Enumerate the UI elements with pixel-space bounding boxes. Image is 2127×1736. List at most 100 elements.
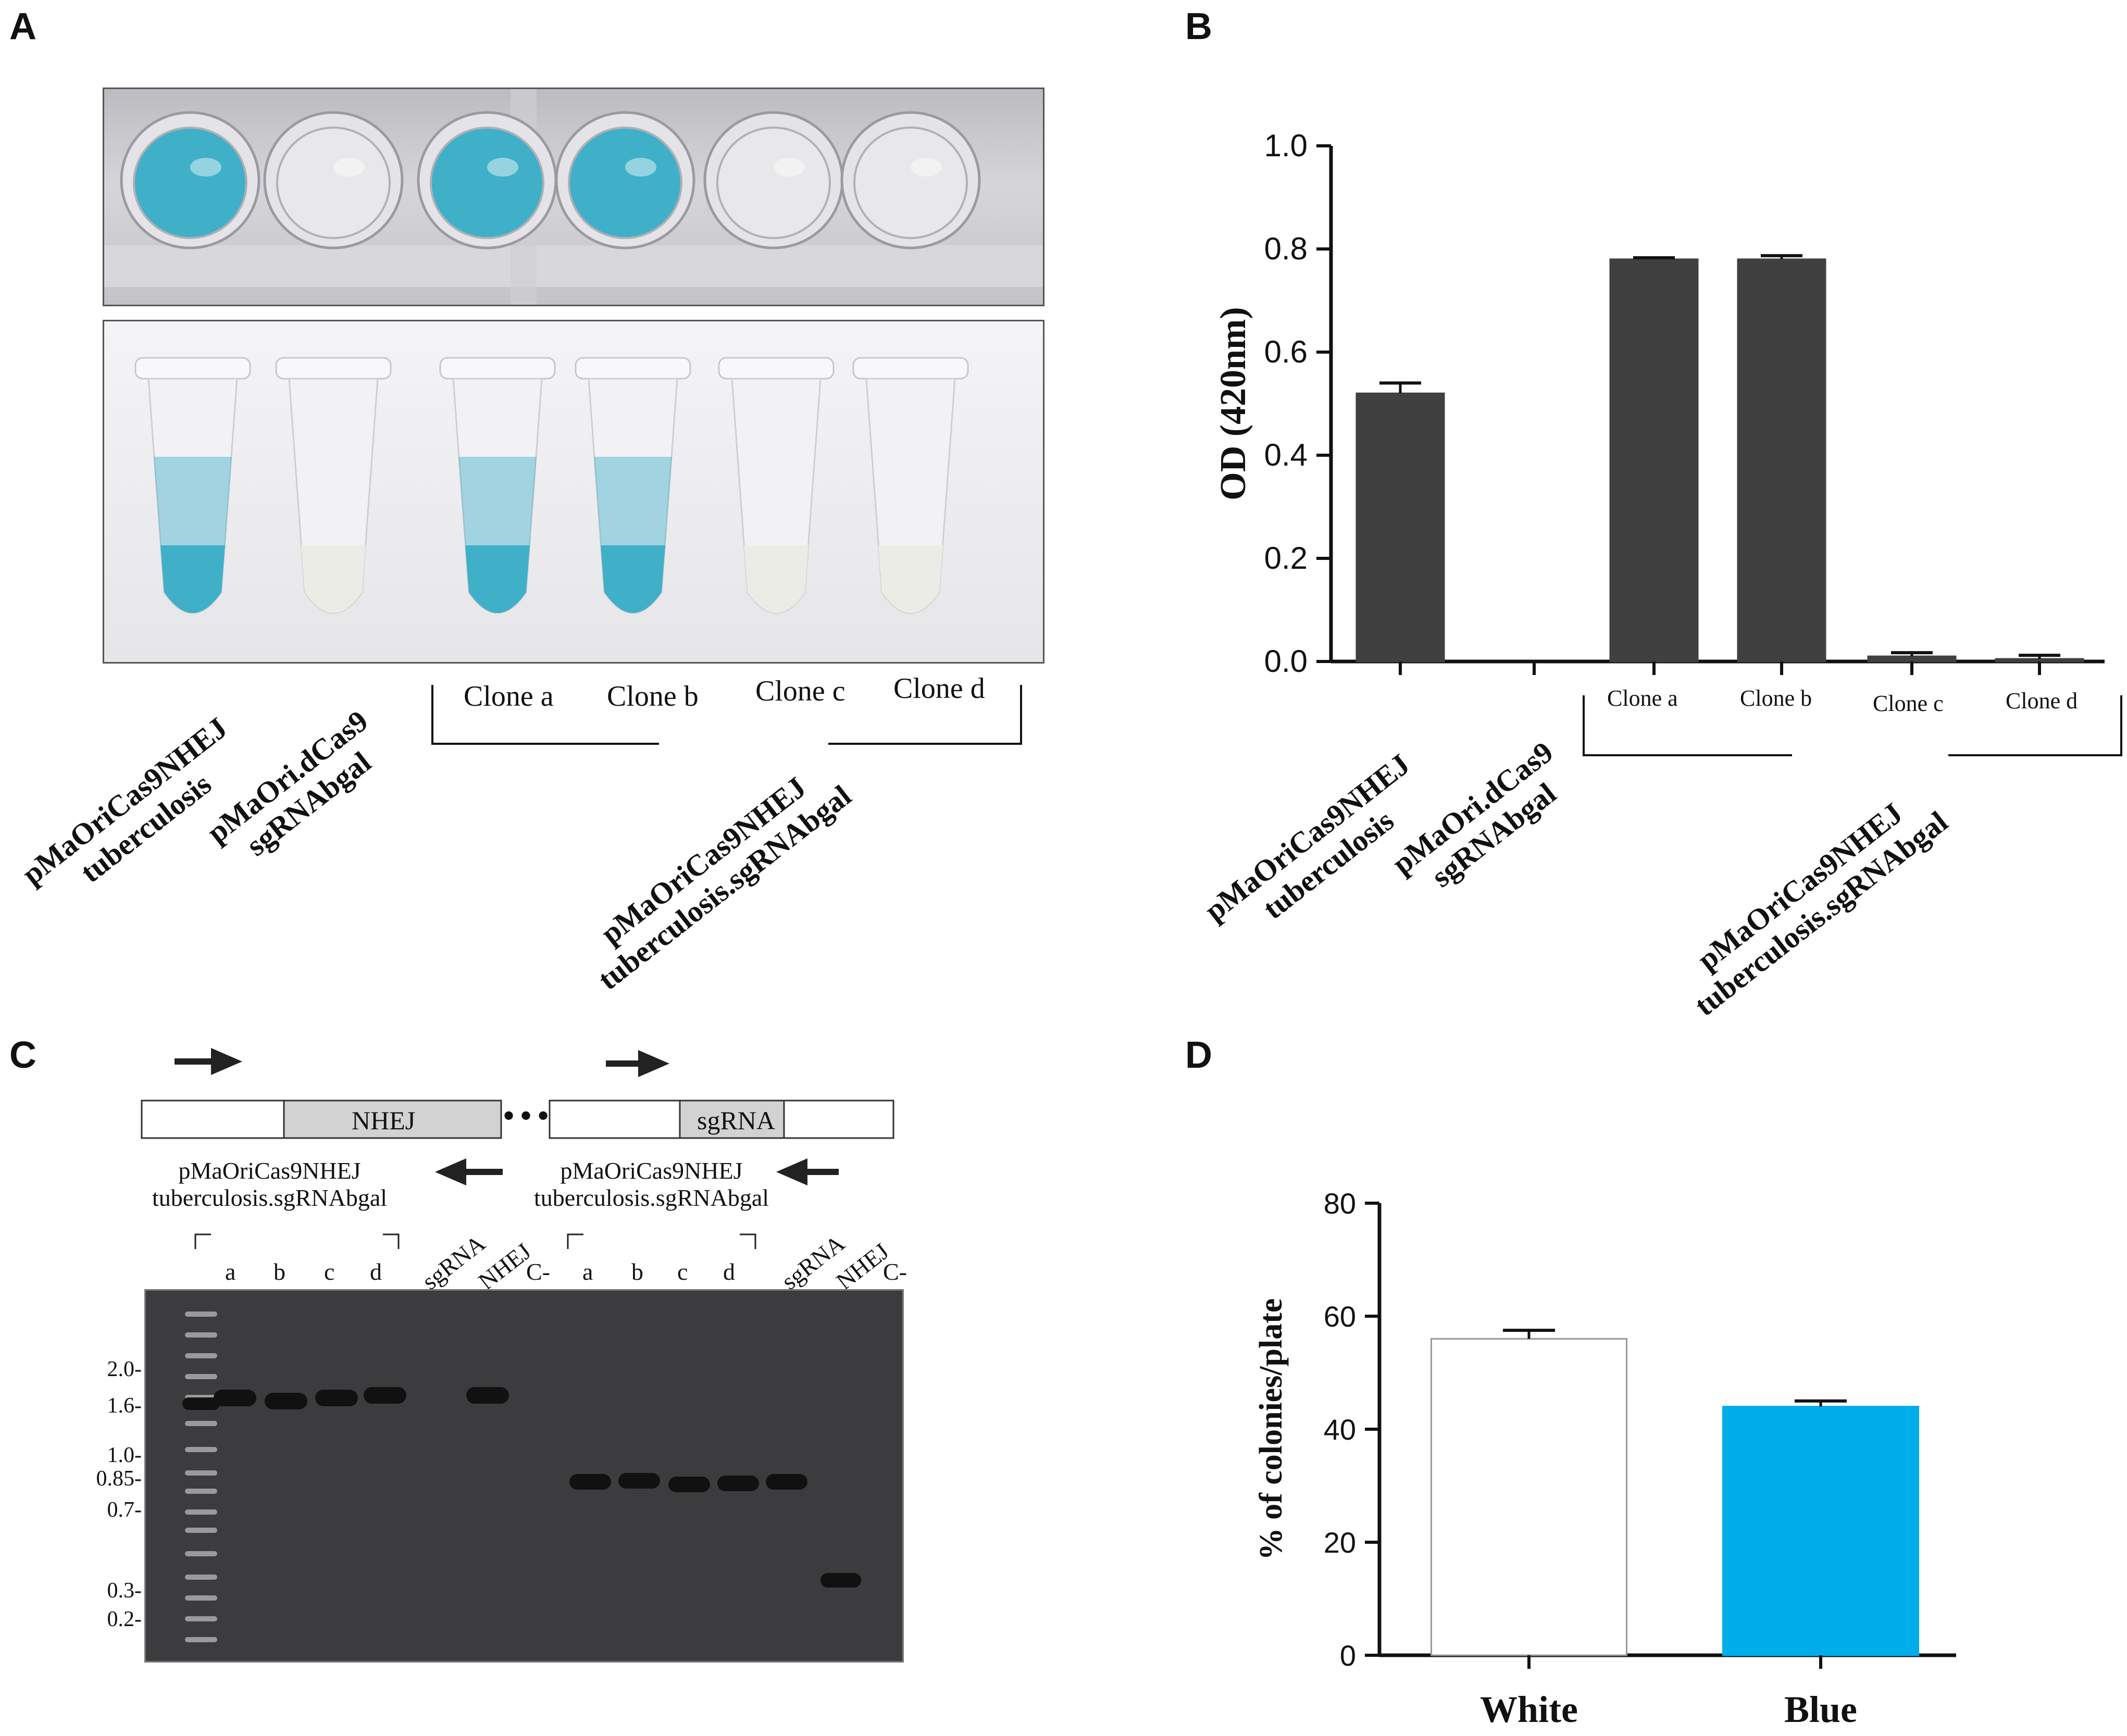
lane-label-right-5: sgRNA bbox=[776, 1229, 850, 1295]
ladder-label-4: 0.85- bbox=[96, 1467, 142, 1491]
panel-b-group-label-3: pMaOriCas9NHEJ tuberculosis.sgRNAbgal bbox=[1667, 778, 1955, 1023]
band-sgrna-1 bbox=[569, 1474, 611, 1490]
reverse-primer-arrow-1 bbox=[435, 1158, 503, 1185]
construct-box-left bbox=[141, 1100, 502, 1139]
band-nhej-5 bbox=[466, 1387, 509, 1404]
lane-label-left-1: a bbox=[225, 1258, 236, 1285]
band-sgrna-3 bbox=[668, 1477, 710, 1492]
lane-label-right-7: C- bbox=[883, 1258, 907, 1285]
ladder-band-7 bbox=[185, 1447, 217, 1452]
construct-label-right-line1: pMaOriCas9NHEJ bbox=[560, 1157, 743, 1184]
lane-label-left-3: c bbox=[324, 1258, 335, 1285]
lane-label-left-4: d bbox=[370, 1258, 382, 1285]
ladder-band-1 bbox=[185, 1312, 217, 1317]
panel-a-group-label-2: pMaOri.dCas9 sgRNAbgal bbox=[201, 704, 396, 877]
band-sgrna-2 bbox=[618, 1473, 660, 1489]
ladder-band-4 bbox=[185, 1374, 217, 1379]
bar-2 bbox=[1722, 1406, 1919, 1656]
panel-a-clone-c-label: Clone c bbox=[755, 675, 845, 707]
ladder-band-10 bbox=[185, 1509, 217, 1515]
panel-a-g3-line2: tuberculosis.sgRNAbgal bbox=[591, 778, 857, 997]
band-nhej-1 bbox=[214, 1390, 256, 1406]
sgrna-region-label: sgRNA bbox=[697, 1106, 776, 1135]
lane-label-right-1: a bbox=[582, 1258, 593, 1285]
ladder-band-6 bbox=[185, 1421, 217, 1426]
panel-letter-b: B bbox=[1185, 6, 1212, 47]
ladder-band-2 bbox=[185, 1332, 217, 1338]
ladder-band-16 bbox=[185, 1637, 217, 1642]
construct-gap-dots: ••• bbox=[500, 1100, 552, 1134]
panel-b-clone-c-label: Clone c bbox=[1873, 691, 1944, 716]
y-tick-label: 1.0 bbox=[1264, 128, 1308, 163]
lane-label-right-3: c bbox=[677, 1258, 688, 1285]
lane-label-left-2: b bbox=[273, 1258, 285, 1285]
well-5 bbox=[703, 111, 844, 249]
y-tick-label: 0.4 bbox=[1264, 438, 1308, 472]
y-tick-label: 20 bbox=[1324, 1526, 1356, 1559]
ladder-band-3 bbox=[185, 1353, 217, 1358]
ladder-band-15 bbox=[185, 1616, 217, 1621]
ladder-label-3: 1.0- bbox=[107, 1443, 142, 1467]
ladder-label-6: 0.3- bbox=[107, 1579, 142, 1603]
panel-b-clone-d-label: Clone d bbox=[2006, 688, 2078, 714]
tube-5 bbox=[718, 357, 835, 614]
agarose-gel-photo bbox=[144, 1289, 904, 1663]
y-tick-label: 0.0 bbox=[1264, 644, 1308, 679]
panel-b-clone-b-label: Clone b bbox=[1740, 685, 1812, 711]
panel-a-clone-a-label: Clone a bbox=[464, 680, 554, 713]
tube-3 bbox=[439, 357, 556, 614]
tubes-photo bbox=[103, 320, 1044, 664]
bar-1 bbox=[1431, 1338, 1627, 1656]
panel-b-group-label-2: pMaOri.dCas9 sgRNAbgal bbox=[1386, 735, 1581, 908]
y-tick-label: 0 bbox=[1340, 1639, 1356, 1672]
lane-label-left-7: C- bbox=[526, 1258, 550, 1285]
band-nhej-3 bbox=[315, 1390, 358, 1406]
y-tick-label: 60 bbox=[1324, 1300, 1356, 1333]
construct-label-right: pMaOriCas9NHEJ tuberculosis.sgRNAbgal bbox=[534, 1157, 769, 1212]
panel-b-clone-a-label: Clone a bbox=[1607, 685, 1678, 711]
ladder-band-11 bbox=[185, 1528, 217, 1533]
tube-4 bbox=[575, 357, 691, 614]
y-tick-label: 80 bbox=[1324, 1187, 1356, 1220]
bar-1 bbox=[1355, 392, 1445, 663]
lane-label-left-5: sgRNA bbox=[417, 1229, 490, 1295]
forward-primer-arrow-1 bbox=[175, 1048, 242, 1075]
ladder-band-14 bbox=[185, 1595, 217, 1601]
y-axis-label: OD (420nm) bbox=[1213, 307, 1253, 500]
construct-label-left-line2: tuberculosis.sgRNAbgal bbox=[152, 1184, 388, 1211]
bar-6 bbox=[1995, 658, 2084, 663]
construct-label-left-line1: pMaOriCas9NHEJ bbox=[178, 1157, 361, 1184]
well-1 bbox=[120, 111, 260, 249]
ladder-label-7: 0.2- bbox=[107, 1607, 142, 1631]
band-nhej-2 bbox=[265, 1393, 307, 1409]
panel-a-group-label-3: pMaOriCas9NHEJ tuberculosis.sgRNAbgal bbox=[570, 752, 858, 997]
band-sgrna-4 bbox=[717, 1476, 759, 1491]
y-tick-label: 40 bbox=[1324, 1413, 1356, 1446]
panel-b-g3-line1: pMaOriCas9NHEJ bbox=[1690, 796, 1909, 977]
category-label-2: Blue bbox=[1784, 1689, 1857, 1730]
tube-2 bbox=[275, 357, 392, 614]
tube-6 bbox=[852, 357, 969, 614]
panel-letter-c: C bbox=[9, 1034, 36, 1076]
band-sgrna-5 bbox=[766, 1474, 807, 1490]
ladder-label-5: 0.7- bbox=[107, 1498, 142, 1522]
tubes-drawing bbox=[134, 357, 969, 614]
panel-a-clone-b-label: Clone b bbox=[607, 680, 699, 713]
bar-3 bbox=[1609, 258, 1699, 663]
panel-b-g3-line2: tuberculosis.sgRNAbgal bbox=[1688, 804, 1954, 1023]
band-small-1 bbox=[820, 1573, 861, 1588]
construct-label-left: pMaOriCas9NHEJ tuberculosis.sgRNAbgal bbox=[152, 1157, 387, 1212]
reverse-primer-arrow-2 bbox=[776, 1158, 839, 1185]
y-tick-label: 0.8 bbox=[1264, 231, 1308, 266]
gel-drawing bbox=[182, 1312, 861, 1642]
ladder-band-13 bbox=[185, 1575, 217, 1580]
y-axis-label: % of colonies/plate bbox=[1253, 1298, 1289, 1560]
bar-4 bbox=[1737, 258, 1826, 663]
panel-a-clone-d-label: Clone d bbox=[893, 672, 985, 705]
y-tick-label: 0.2 bbox=[1264, 541, 1308, 576]
category-label-1: White bbox=[1480, 1689, 1578, 1730]
panel-letter-a: A bbox=[9, 6, 36, 47]
panel-a-g3-line1: pMaOriCas9NHEJ bbox=[594, 770, 813, 951]
ladder-band-12 bbox=[185, 1551, 217, 1556]
well-plate-drawing bbox=[104, 89, 1043, 305]
